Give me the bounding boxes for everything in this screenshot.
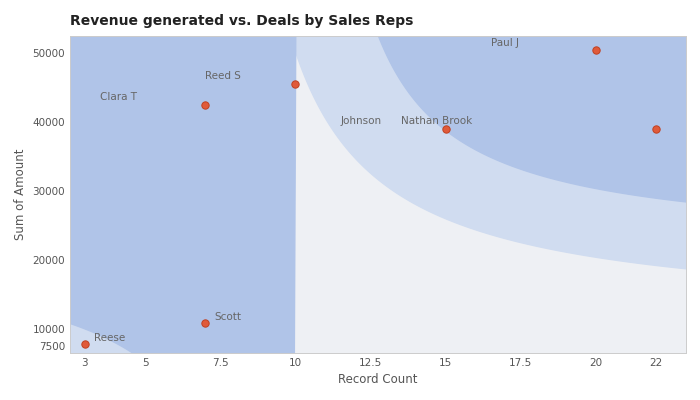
Point bbox=[650, 126, 662, 132]
Text: Paul J: Paul J bbox=[491, 38, 519, 48]
Text: Revenue generated vs. Deals by Sales Reps: Revenue generated vs. Deals by Sales Rep… bbox=[70, 14, 413, 28]
Point bbox=[590, 46, 601, 53]
Point bbox=[290, 81, 301, 87]
Point bbox=[199, 102, 211, 108]
X-axis label: Record Count: Record Count bbox=[338, 373, 418, 386]
Text: Reed S: Reed S bbox=[205, 71, 241, 81]
Y-axis label: Sum of Amount: Sum of Amount bbox=[14, 148, 27, 240]
Text: Nathan Brook: Nathan Brook bbox=[400, 116, 472, 126]
Text: Johnson: Johnson bbox=[340, 116, 382, 126]
Point bbox=[199, 320, 211, 326]
Point bbox=[79, 341, 90, 348]
Point bbox=[440, 126, 452, 132]
Text: Reese: Reese bbox=[94, 333, 125, 343]
Text: Scott: Scott bbox=[214, 312, 241, 322]
Text: Clara T: Clara T bbox=[100, 92, 137, 102]
